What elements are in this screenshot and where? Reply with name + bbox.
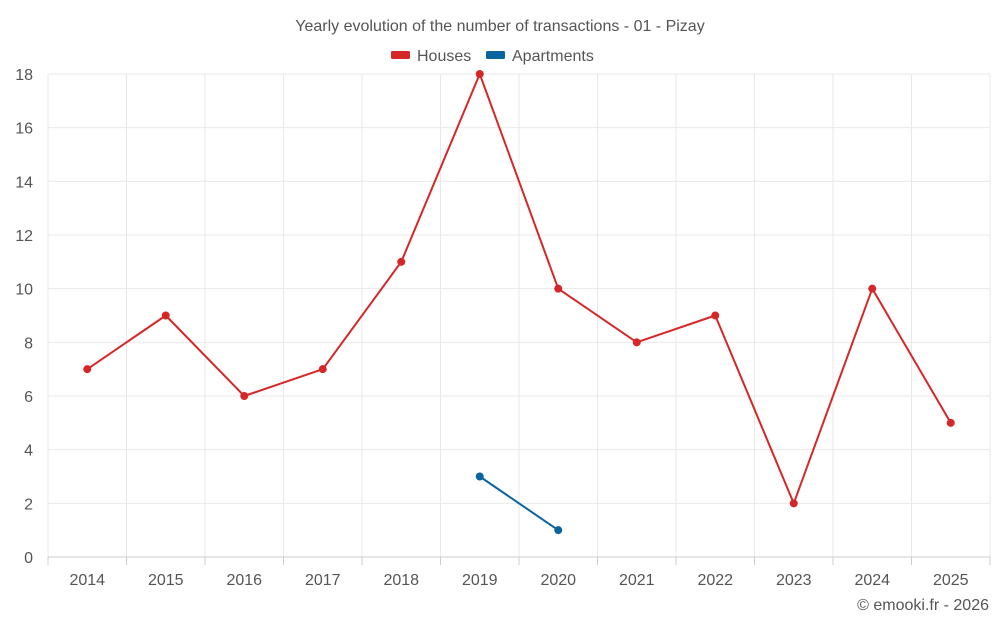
data-point-houses[interactable] xyxy=(161,311,170,320)
data-point-apartments[interactable] xyxy=(554,526,563,535)
data-point-houses[interactable] xyxy=(946,418,955,427)
y-tick-label: 12 xyxy=(15,228,33,245)
series-line-houses xyxy=(86,73,952,505)
y-tick-label: 14 xyxy=(15,174,33,191)
legend-label-houses: Houses xyxy=(417,48,471,65)
x-tick-label: 2014 xyxy=(69,572,105,589)
data-point-houses[interactable] xyxy=(868,284,877,293)
x-tick-label: 2019 xyxy=(462,572,498,589)
y-tick-label: 4 xyxy=(24,443,33,460)
legend-label-apartments: Apartments xyxy=(512,48,594,65)
y-tick-label: 6 xyxy=(24,389,33,406)
x-tick-label: 2025 xyxy=(933,572,969,589)
data-point-apartments[interactable] xyxy=(475,472,484,481)
data-point-houses[interactable] xyxy=(632,338,641,347)
y-tick-label: 18 xyxy=(15,67,33,84)
x-tick-label: 2018 xyxy=(383,572,419,589)
axes: 0 2 4 6 8 10 12 14 16 18 2014 2015 2016 2017 2018 2019 2… xyxy=(15,67,991,589)
data-point-houses[interactable] xyxy=(789,499,798,508)
data-point-houses[interactable] xyxy=(711,311,720,320)
legend-item-apartments[interactable]: Apartments xyxy=(486,48,594,65)
x-tick-label: 2023 xyxy=(776,572,812,589)
x-tick-label: 2016 xyxy=(226,572,262,589)
y-tick-label: 8 xyxy=(24,335,33,352)
y-tick-label: 10 xyxy=(15,282,33,299)
credit-text: © emooki.fr - 2026 xyxy=(857,597,989,614)
y-tick-label: 2 xyxy=(24,496,33,513)
series-line-apartments xyxy=(479,475,559,531)
x-tick-label: 2021 xyxy=(619,572,655,589)
data-point-houses[interactable] xyxy=(475,70,484,78)
x-tick-label: 2017 xyxy=(305,572,341,589)
grid xyxy=(47,73,991,557)
chart-title: Yearly evolution of the number of transa… xyxy=(295,18,704,35)
x-tick-label: 2022 xyxy=(697,572,733,589)
x-tick-label: 2015 xyxy=(148,572,184,589)
y-tick-label: 16 xyxy=(15,121,33,138)
x-tick-label: 2020 xyxy=(540,572,576,589)
x-tick-label: 2024 xyxy=(854,572,890,589)
series-layer xyxy=(83,70,955,535)
data-point-houses[interactable] xyxy=(554,284,563,293)
data-point-houses[interactable] xyxy=(397,257,406,266)
y-tick-label: 0 xyxy=(24,550,33,567)
data-point-houses[interactable] xyxy=(83,365,92,374)
legend-swatch-houses xyxy=(391,51,410,59)
data-point-houses[interactable] xyxy=(240,392,249,400)
series-apartments xyxy=(475,472,563,535)
legend-item-houses[interactable]: Houses xyxy=(391,48,471,65)
data-point-houses[interactable] xyxy=(318,365,327,374)
legend-swatch-apartments xyxy=(486,51,505,59)
series-houses xyxy=(83,70,955,508)
legend: Houses Apartments xyxy=(391,48,594,65)
